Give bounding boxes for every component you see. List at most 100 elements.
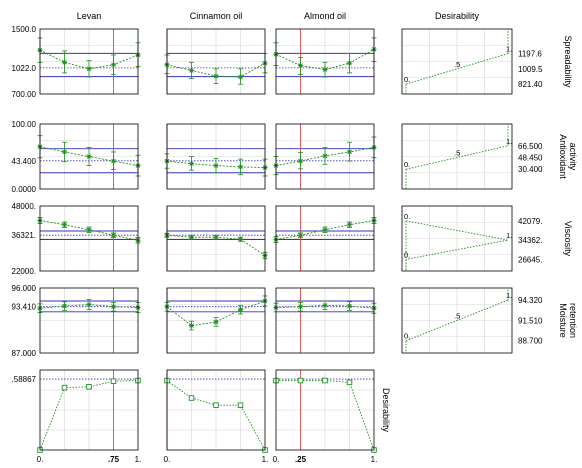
overall-desirability-panel [39, 369, 139, 451]
y-tick-label: 700.00 [12, 90, 37, 99]
desirability-level-label: 1. [506, 137, 512, 146]
desirability-level-label: 0. [404, 332, 410, 341]
mean-marker [110, 232, 117, 238]
mean-marker [61, 149, 68, 155]
overall-desirability-point [188, 395, 195, 401]
response-panel [275, 28, 375, 95]
response-panel [39, 287, 139, 354]
overall-desirability-point [61, 384, 68, 391]
x-tick-label: 0. [164, 455, 171, 464]
overall-desirability-panel [166, 369, 266, 451]
desirability-tick-label: 821.40 [518, 80, 543, 89]
overall-desirability-point [297, 377, 304, 384]
mean-marker [237, 307, 244, 313]
mean-marker [213, 234, 219, 240]
desirability-tick-label: 26645. [518, 255, 542, 264]
mean-marker [86, 302, 92, 308]
y-tick-label: 1022.0 [12, 64, 37, 73]
desirability-curve [405, 145, 509, 170]
response-name: Moisture [558, 303, 568, 338]
mean-marker [213, 163, 219, 169]
desirability-function-panel [401, 28, 513, 95]
response-panel [166, 123, 266, 190]
y-tick-label: 1500.0 [12, 25, 37, 34]
y-tick-label: 36321. [12, 231, 36, 240]
mean-marker [297, 304, 304, 310]
x-tick-label: 1. [262, 455, 269, 464]
mean-marker [297, 232, 304, 238]
profile-line [166, 300, 266, 327]
profile-line [275, 48, 375, 71]
y-tick-label: 87.000 [12, 349, 37, 358]
y-tick-label: 100.00 [12, 120, 37, 129]
desirability-tick-label: 42079. [518, 217, 542, 226]
overall-desirability-point [110, 378, 117, 384]
mean-marker [86, 153, 92, 160]
mean-marker [322, 302, 328, 308]
desirability-tick-label: 66.500 [518, 142, 543, 151]
desirability-level-label: .5 [454, 149, 460, 158]
desirability-tick-label: 48.450 [518, 154, 543, 163]
response-panel [166, 287, 266, 354]
response-name: Spreadability [563, 35, 573, 88]
y-tick-label: 48000. [12, 202, 36, 211]
desirability-curve [405, 299, 509, 342]
desirability-level-label: 1. [506, 231, 512, 240]
x-tick-label: .25 [295, 455, 307, 464]
overall-desirability-point [237, 402, 244, 408]
response-panel [275, 123, 375, 190]
y-tick-label: 22000. [12, 267, 36, 276]
x-tick-label: .75 [108, 455, 120, 464]
mean-marker [213, 73, 219, 79]
desirability-tick-label: 91.510 [518, 316, 543, 325]
mean-marker [237, 236, 244, 242]
x-tick-label: 0. [273, 455, 280, 464]
mean-marker [188, 322, 195, 329]
desirability-tick-label: 1197.6 [518, 50, 542, 59]
mean-marker [346, 222, 353, 228]
response-panel [39, 28, 139, 95]
response-name: activity [568, 143, 578, 171]
response-panel [39, 205, 139, 272]
desirability-tick-label: 34362. [518, 236, 542, 245]
response-name: Viscosity [563, 221, 573, 257]
overall-desirability-line [166, 380, 266, 451]
overall-desirability-point [346, 379, 353, 386]
overall-desirability-point [86, 384, 92, 390]
mean-marker [86, 66, 92, 72]
overall-desirability-point [213, 402, 219, 408]
factor-title: Almond oil [304, 11, 346, 21]
mean-marker [297, 62, 304, 69]
response-panel [166, 28, 266, 95]
response-panel [275, 205, 375, 272]
desirability-tick-label: 88.700 [518, 337, 543, 346]
mean-marker [237, 164, 244, 170]
desirability-level-label: 1. [506, 291, 512, 300]
desirability-function-panel [401, 205, 513, 272]
desirability-level-label: .5 [454, 311, 460, 320]
mean-marker [61, 303, 68, 309]
mean-marker [237, 74, 244, 80]
overall-desirability-tick: .58867 [12, 375, 37, 384]
y-tick-label: 0.0000 [12, 185, 37, 194]
desirability-level-label: 0. [404, 212, 410, 221]
desirability-column-title: Desirability [435, 11, 480, 21]
x-tick-label: 1. [371, 455, 378, 464]
desirability-level-label: 0. [404, 250, 410, 259]
response-panel [166, 205, 266, 272]
mean-marker [322, 227, 328, 233]
response-panel [39, 123, 139, 190]
mean-marker [297, 158, 304, 164]
mean-marker [61, 222, 68, 228]
mean-marker [322, 153, 328, 159]
desirability-level-label: 0. [404, 160, 410, 169]
overall-desirability-point [322, 377, 328, 384]
x-tick-label: 0. [37, 455, 44, 464]
desirability-level-label: 1. [506, 45, 512, 54]
mean-marker [110, 304, 117, 310]
mean-marker [188, 234, 195, 240]
overall-desirability-label: Desirability [381, 388, 391, 433]
mean-marker [213, 319, 219, 325]
overall-desirability-panel [275, 369, 375, 451]
y-tick-label: 96.000 [12, 284, 37, 293]
